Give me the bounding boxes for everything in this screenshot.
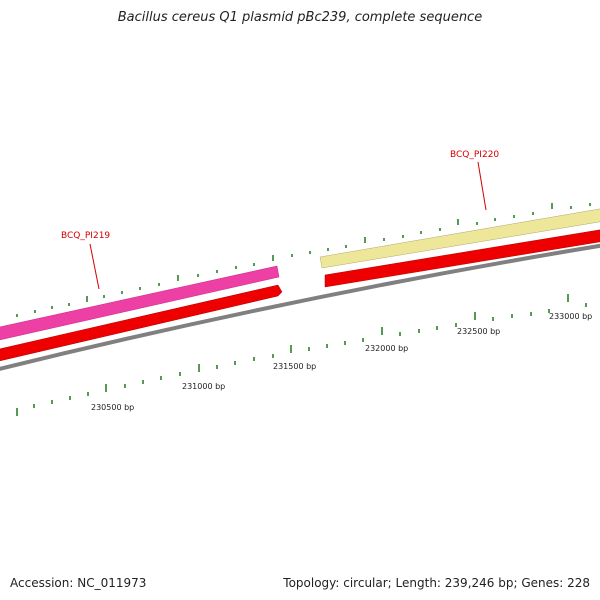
- tick-label-231000: 231000 bp: [182, 382, 225, 391]
- inner-tick-row: [16, 294, 587, 416]
- map-title: Bacillus cereus Q1 plasmid pBc239, compl…: [117, 10, 483, 25]
- gene-label-bcq-pi219: BCQ_PI219: [61, 231, 110, 241]
- gene-label-leader-220: [477, 161, 487, 211]
- tick-label-230500: 230500 bp: [91, 403, 134, 412]
- backbone-line: [0, 243, 600, 371]
- outer-tick-row: [16, 203, 591, 317]
- tick-label-232000: 232000 bp: [365, 344, 408, 353]
- accession-text: Accession: NC_011973: [10, 576, 147, 590]
- tick-label-231500: 231500 bp: [273, 362, 316, 371]
- gene-label-leader-219: [89, 243, 100, 290]
- summary-text: Topology: circular; Length: 239,246 bp; …: [283, 576, 590, 590]
- cds-segment-left[interactable]: [0, 284, 283, 362]
- tick-label-233000: 233000 bp: [549, 312, 592, 321]
- cds-segment-right[interactable]: [324, 229, 600, 288]
- gene-bcq-pi219[interactable]: [0, 265, 280, 341]
- tick-label-232500: 232500 bp: [457, 327, 500, 336]
- gene-bcq-pi220[interactable]: [319, 208, 600, 269]
- gene-label-bcq-pi220: BCQ_PI220: [450, 150, 499, 160]
